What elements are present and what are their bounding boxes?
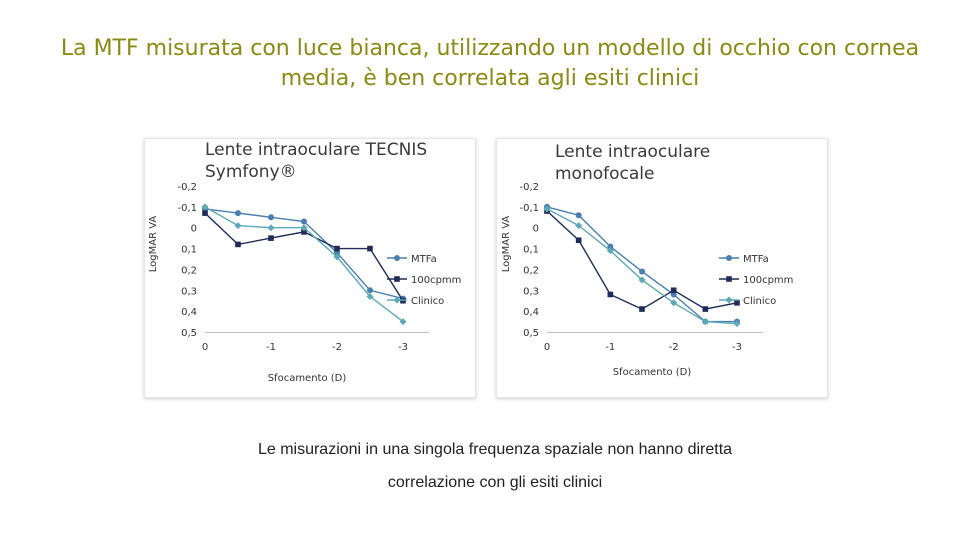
data-point xyxy=(606,247,614,255)
data-point xyxy=(575,237,582,244)
legend-marker xyxy=(725,296,733,304)
series-100cpmm xyxy=(544,208,740,312)
data-point xyxy=(399,318,407,326)
data-point xyxy=(575,212,582,219)
data-point xyxy=(733,320,741,328)
x-axis-label: Sfocamento (D) xyxy=(613,367,692,378)
data-point xyxy=(575,222,583,230)
series-100cpmm xyxy=(202,210,406,304)
data-point xyxy=(235,241,241,248)
data-point xyxy=(333,253,341,261)
data-point xyxy=(301,229,307,235)
y-tick-label: 0,3 xyxy=(523,286,539,297)
y-tick-label: 0,5 xyxy=(181,328,197,339)
data-point xyxy=(607,243,614,250)
y-tick-label: 0,1 xyxy=(523,245,539,256)
x-tick-label: -2 xyxy=(332,342,342,353)
x-tick-label: -2 xyxy=(669,342,679,353)
chart-title-line-2: monofocale xyxy=(555,164,655,184)
x-tick-label: -3 xyxy=(398,342,408,353)
chart-title-line-1: Lente intraoculare xyxy=(555,142,711,162)
x-tick-label: -3 xyxy=(732,342,742,353)
legend-label: 100cpmm xyxy=(743,275,793,286)
legend-marker xyxy=(726,255,732,261)
data-point xyxy=(400,297,406,304)
caption-line-2: correlazione con gli esiti clinici xyxy=(387,474,603,491)
series-clinico xyxy=(201,203,407,326)
y-axis-label: LogMAR VA xyxy=(501,216,512,273)
data-point xyxy=(234,222,242,230)
data-point xyxy=(734,300,740,306)
y-tick-label: 0,3 xyxy=(181,286,197,297)
data-point xyxy=(201,203,209,211)
chart-title-line-2: Symfony® xyxy=(205,162,297,182)
data-point xyxy=(639,306,645,312)
y-tick-label: -0,2 xyxy=(177,182,197,193)
data-point xyxy=(267,224,275,232)
y-tick-label: 0,4 xyxy=(523,307,539,318)
data-point xyxy=(202,210,208,216)
data-point xyxy=(607,291,614,298)
chart-panel-monofocale: -0,2 -0,1 0 0,1 0,2 0,3 0,4 0,5 0 -1 -2 -3 Sfocament… xyxy=(496,138,828,398)
x-axis-label: Sfocamento (D) xyxy=(268,373,347,384)
data-point xyxy=(300,224,308,232)
y-tick-label: 0 xyxy=(533,224,539,235)
legend-label: Clinico xyxy=(411,296,444,307)
x-tick-label: 0 xyxy=(202,342,208,353)
y-tick-label: -0,2 xyxy=(519,182,539,193)
y-tick-label: 0,2 xyxy=(181,265,197,276)
legend-marker xyxy=(394,276,400,282)
legend-label: MTFa xyxy=(411,254,437,265)
y-tick-label: 0,1 xyxy=(181,245,197,256)
chart-title-monofocale: Lente intraoculare monofocale xyxy=(555,141,710,185)
slide-title: La MTF misurata con luce bianca, utilizz… xyxy=(40,34,940,94)
legend-marker xyxy=(726,276,732,282)
data-point xyxy=(543,205,551,213)
legend-label: MTFa xyxy=(743,254,769,265)
data-point xyxy=(367,245,373,252)
chart-symfony: -0,2 -0,1 0 0,1 0,2 0,3 0,4 0,5 0 -1 -2 -3 Sfocament… xyxy=(148,182,461,384)
data-point xyxy=(268,214,274,221)
y-tick-label: 0,4 xyxy=(181,307,197,318)
data-point xyxy=(639,268,645,275)
series-clinico xyxy=(543,205,741,328)
data-point xyxy=(702,306,709,312)
data-point xyxy=(268,235,274,241)
data-point xyxy=(301,218,307,225)
data-point xyxy=(366,293,374,301)
y-tick-label: 0,2 xyxy=(523,265,539,276)
y-tick-label: -0,1 xyxy=(519,203,539,214)
data-point xyxy=(235,210,241,217)
y-tick-label: 0 xyxy=(191,224,197,235)
y-tick-label: -0,1 xyxy=(177,203,197,214)
y-tick-label: 0,5 xyxy=(523,328,539,339)
x-tick-label: -1 xyxy=(605,342,615,353)
legend-marker xyxy=(394,255,400,261)
data-point xyxy=(638,276,646,284)
slide-title-line-1: La MTF misurata con luce bianca, utilizz… xyxy=(60,36,920,61)
data-point xyxy=(701,318,709,326)
x-tick-label: -1 xyxy=(266,342,276,353)
series-mtfa xyxy=(202,205,406,302)
chart-monofocale: -0,2 -0,1 0 0,1 0,2 0,3 0,4 0,5 0 -1 -2 -3 Sfocament… xyxy=(501,182,793,378)
x-tick-label: 0 xyxy=(544,342,550,353)
data-point xyxy=(367,287,373,294)
caption-line-1: Le misurazioni in una singola frequenza … xyxy=(257,441,733,458)
legend-label: Clinico xyxy=(743,296,776,307)
data-point xyxy=(670,299,678,307)
legend-label: 100cpmm xyxy=(411,275,461,286)
chart-title-symfony: Lente intraoculare TECNIS Symfony® xyxy=(205,139,427,183)
chart-panel-symfony: -0,2 -0,1 0 0,1 0,2 0,3 0,4 0,5 0 -1 -2 -3 Sfocament… xyxy=(144,138,476,398)
data-point xyxy=(670,287,677,294)
legend-marker xyxy=(393,296,401,304)
y-axis-label: LogMAR VA xyxy=(148,216,159,273)
chart-title-line-1: Lente intraoculare TECNIS xyxy=(205,140,428,160)
data-point xyxy=(334,245,340,252)
slide-title-line-2: media, è ben correlata agli esiti clinic… xyxy=(280,66,700,91)
